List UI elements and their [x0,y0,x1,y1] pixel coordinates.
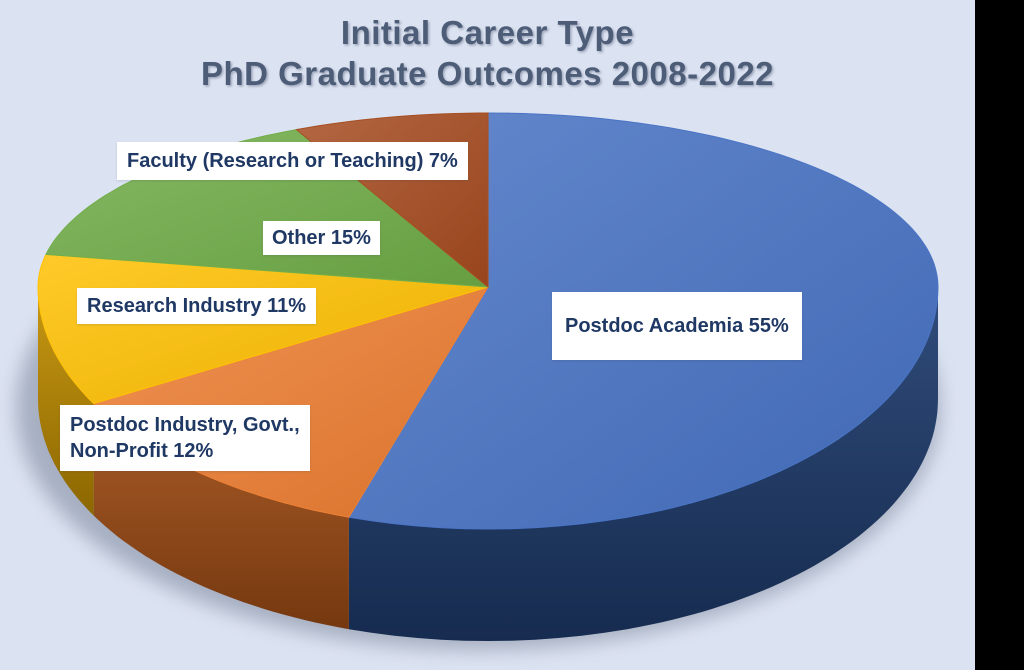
pie-label-postdoc-academia: Postdoc Academia 55% [552,292,802,360]
pie-label-research-industry: Research Industry 11% [77,288,316,324]
pie-label-faculty: Faculty (Research or Teaching) 7% [117,142,468,180]
pie-label-other: Other 15% [263,221,380,255]
chart-title-line1: Initial Career Type [340,14,635,51]
pie-label-postdoc-industry: Postdoc Industry, Govt., Non-Profit 12% [60,405,310,471]
chart-title: Initial Career Type PhD Graduate Outcome… [0,12,975,94]
letterbox-bar [975,0,1024,670]
pie-slice-side-0 [348,287,938,641]
chart-title-line2: PhD Graduate Outcomes 2008-2022 [200,55,775,92]
